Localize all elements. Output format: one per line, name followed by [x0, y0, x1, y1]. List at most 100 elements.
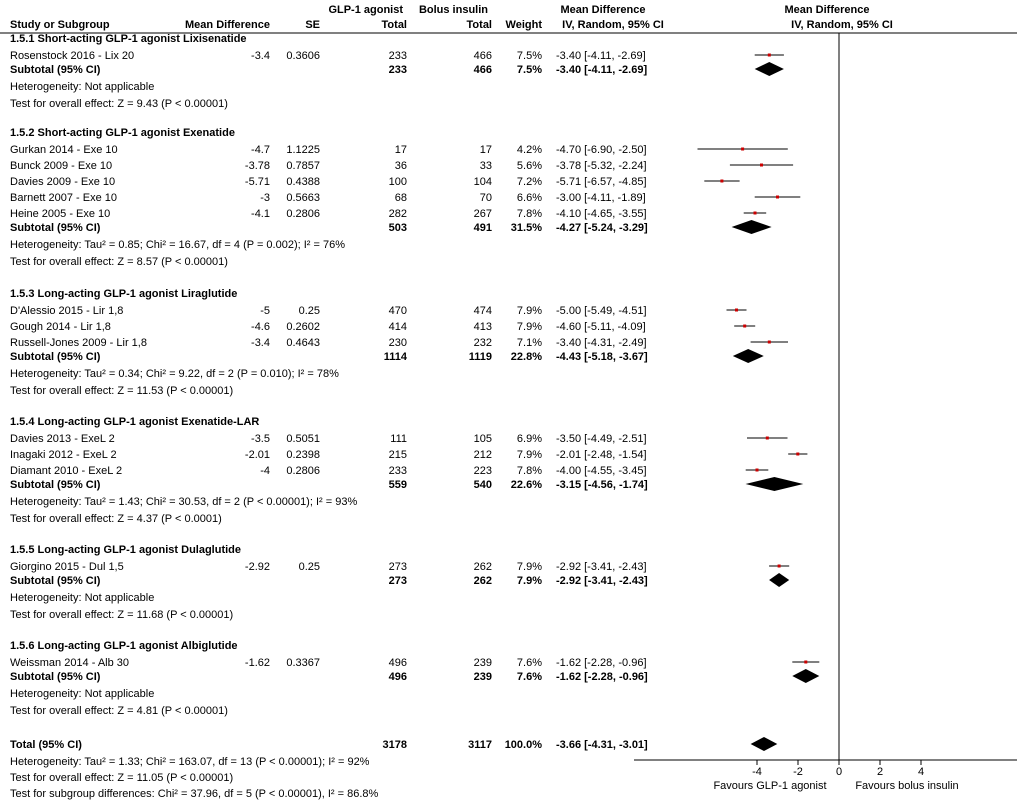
study-n-ctl: 262 — [474, 561, 492, 573]
subtotal-diamond — [792, 669, 820, 683]
subtotal-ci: -4.43 [-5.18, -3.67] — [556, 351, 648, 363]
study-n-ctl: 17 — [480, 144, 492, 156]
study-point — [804, 660, 808, 664]
subgroup-heterogeneity: Heterogeneity: Tau² = 0.85; Chi² = 16.67… — [10, 239, 345, 251]
study-se: 0.25 — [299, 561, 320, 573]
study-md: -4.6 — [251, 321, 270, 333]
study-ci: -3.78 [-5.32, -2.24] — [556, 160, 647, 172]
study-n-exp: 233 — [389, 465, 407, 477]
study-n-ctl: 232 — [474, 337, 492, 349]
subtotal-n-exp: 496 — [389, 671, 407, 683]
study-md: -3.5 — [251, 433, 270, 445]
subtotal-n-exp: 503 — [389, 222, 407, 234]
study-md: -3.78 — [245, 160, 270, 172]
study-n-exp: 36 — [395, 160, 407, 172]
subtotal-ci: -3.40 [-4.11, -2.69] — [556, 64, 647, 76]
study-ci: -2.01 [-2.48, -1.54] — [556, 449, 647, 461]
subtotal-weight: 7.6% — [517, 671, 542, 683]
subgroup-heterogeneity: Heterogeneity: Not applicable — [10, 592, 154, 604]
subtotal-diamond — [732, 349, 764, 363]
subtotal-ci: -4.27 [-5.24, -3.29] — [556, 222, 648, 234]
subtotal-diamond — [731, 220, 772, 234]
study-md: -2.92 — [245, 561, 270, 573]
header-plot-method: IV, Random, 95% CI — [791, 19, 893, 31]
study-n-ctl: 413 — [474, 321, 492, 333]
subtotal-n-exp: 1114 — [384, 351, 408, 363]
subtotal-weight: 7.9% — [517, 575, 542, 587]
study-point — [760, 163, 763, 167]
study-name: Gough 2014 - Lir 1,8 — [10, 321, 111, 333]
study-ci: -3.40 [-4.31, -2.49] — [556, 337, 647, 349]
subtotal-diamond — [754, 62, 784, 76]
study-n-exp: 230 — [389, 337, 407, 349]
subtotal-n-ctl: 466 — [474, 64, 492, 76]
study-point — [765, 436, 769, 440]
study-ci: -5.71 [-6.57, -4.85] — [556, 176, 647, 188]
study-weight: 7.9% — [517, 321, 542, 333]
study-n-exp: 414 — [389, 321, 407, 333]
study-n-ctl: 33 — [480, 160, 492, 172]
study-se: 0.4388 — [286, 176, 320, 188]
study-se: 0.2806 — [286, 465, 320, 477]
study-point — [753, 211, 757, 215]
x-tick-label: 2 — [877, 766, 883, 778]
study-n-exp: 215 — [389, 449, 407, 461]
study-n-exp: 470 — [389, 305, 407, 317]
study-n-exp: 233 — [389, 50, 407, 62]
subgroup-overall-effect: Test for overall effect: Z = 9.43 (P < 0… — [10, 98, 228, 110]
study-n-exp: 282 — [389, 208, 407, 220]
study-n-exp: 496 — [389, 657, 407, 669]
study-ci: -3.50 [-4.49, -2.51] — [556, 433, 647, 445]
total-n-ctl: 3117 — [468, 739, 492, 751]
subgroup-overall-effect: Test for overall effect: Z = 11.68 (P < … — [10, 609, 233, 621]
study-point — [796, 452, 800, 456]
header-study: Study or Subgroup — [10, 19, 110, 31]
study-name: Russell-Jones 2009 - Lir 1,8 — [10, 337, 147, 349]
study-n-ctl: 223 — [474, 465, 492, 477]
subtotal-n-ctl: 1119 — [469, 351, 492, 363]
header-ctl-group: Bolus insulin — [419, 4, 488, 16]
total-ci: -3.66 [-4.31, -3.01] — [556, 739, 648, 751]
study-md: -4.7 — [251, 144, 270, 156]
study-weight: 6.6% — [517, 192, 542, 204]
study-n-ctl: 267 — [474, 208, 492, 220]
study-weight: 7.1% — [517, 337, 542, 349]
study-name: Davies 2009 - Exe 10 — [10, 176, 115, 188]
study-name: Diamant 2010 - ExeL 2 — [10, 465, 122, 477]
study-ci: -1.62 [-2.28, -0.96] — [556, 657, 647, 669]
study-weight: 7.2% — [517, 176, 542, 188]
subtotal-n-ctl: 540 — [474, 479, 492, 491]
study-weight: 7.9% — [517, 449, 542, 461]
study-md: -2.01 — [245, 449, 270, 461]
x-tick-label: -2 — [793, 766, 803, 778]
subtotal-n-ctl: 262 — [474, 575, 492, 587]
header-exp-total: Total — [382, 19, 407, 31]
study-n-ctl: 466 — [474, 50, 492, 62]
subtotal-diamond — [769, 573, 790, 587]
study-point — [767, 340, 771, 344]
header-mean-difference: Mean Difference — [185, 19, 270, 31]
study-se: 0.4643 — [286, 337, 320, 349]
study-weight: 7.8% — [517, 465, 542, 477]
study-md: -4.1 — [251, 208, 270, 220]
study-point — [720, 179, 724, 183]
study-se: 0.7857 — [286, 160, 320, 172]
study-n-ctl: 239 — [474, 657, 492, 669]
header-se: SE — [305, 19, 320, 31]
subgroup-title: 1.5.3 Long-acting GLP-1 agonist Liraglut… — [10, 288, 237, 300]
study-n-exp: 100 — [389, 176, 407, 188]
study-n-ctl: 105 — [474, 433, 492, 445]
subtotal-weight: 7.5% — [517, 64, 542, 76]
subtotal-ci: -1.62 [-2.28, -0.96] — [556, 671, 648, 683]
subgroup-title: 1.5.5 Long-acting GLP-1 agonist Dulaglut… — [10, 544, 241, 556]
study-se: 0.2602 — [286, 321, 320, 333]
study-point — [735, 308, 738, 312]
study-point — [777, 564, 781, 568]
subgroup-overall-effect: Test for overall effect: Z = 11.53 (P < … — [10, 385, 233, 397]
total-diamond — [750, 737, 778, 751]
subgroup-overall-effect: Test for overall effect: Z = 8.57 (P < 0… — [10, 256, 228, 268]
study-ci: -3.40 [-4.11, -2.69] — [556, 50, 646, 62]
study-name: Davies 2013 - ExeL 2 — [10, 433, 115, 445]
study-weight: 7.9% — [517, 561, 542, 573]
